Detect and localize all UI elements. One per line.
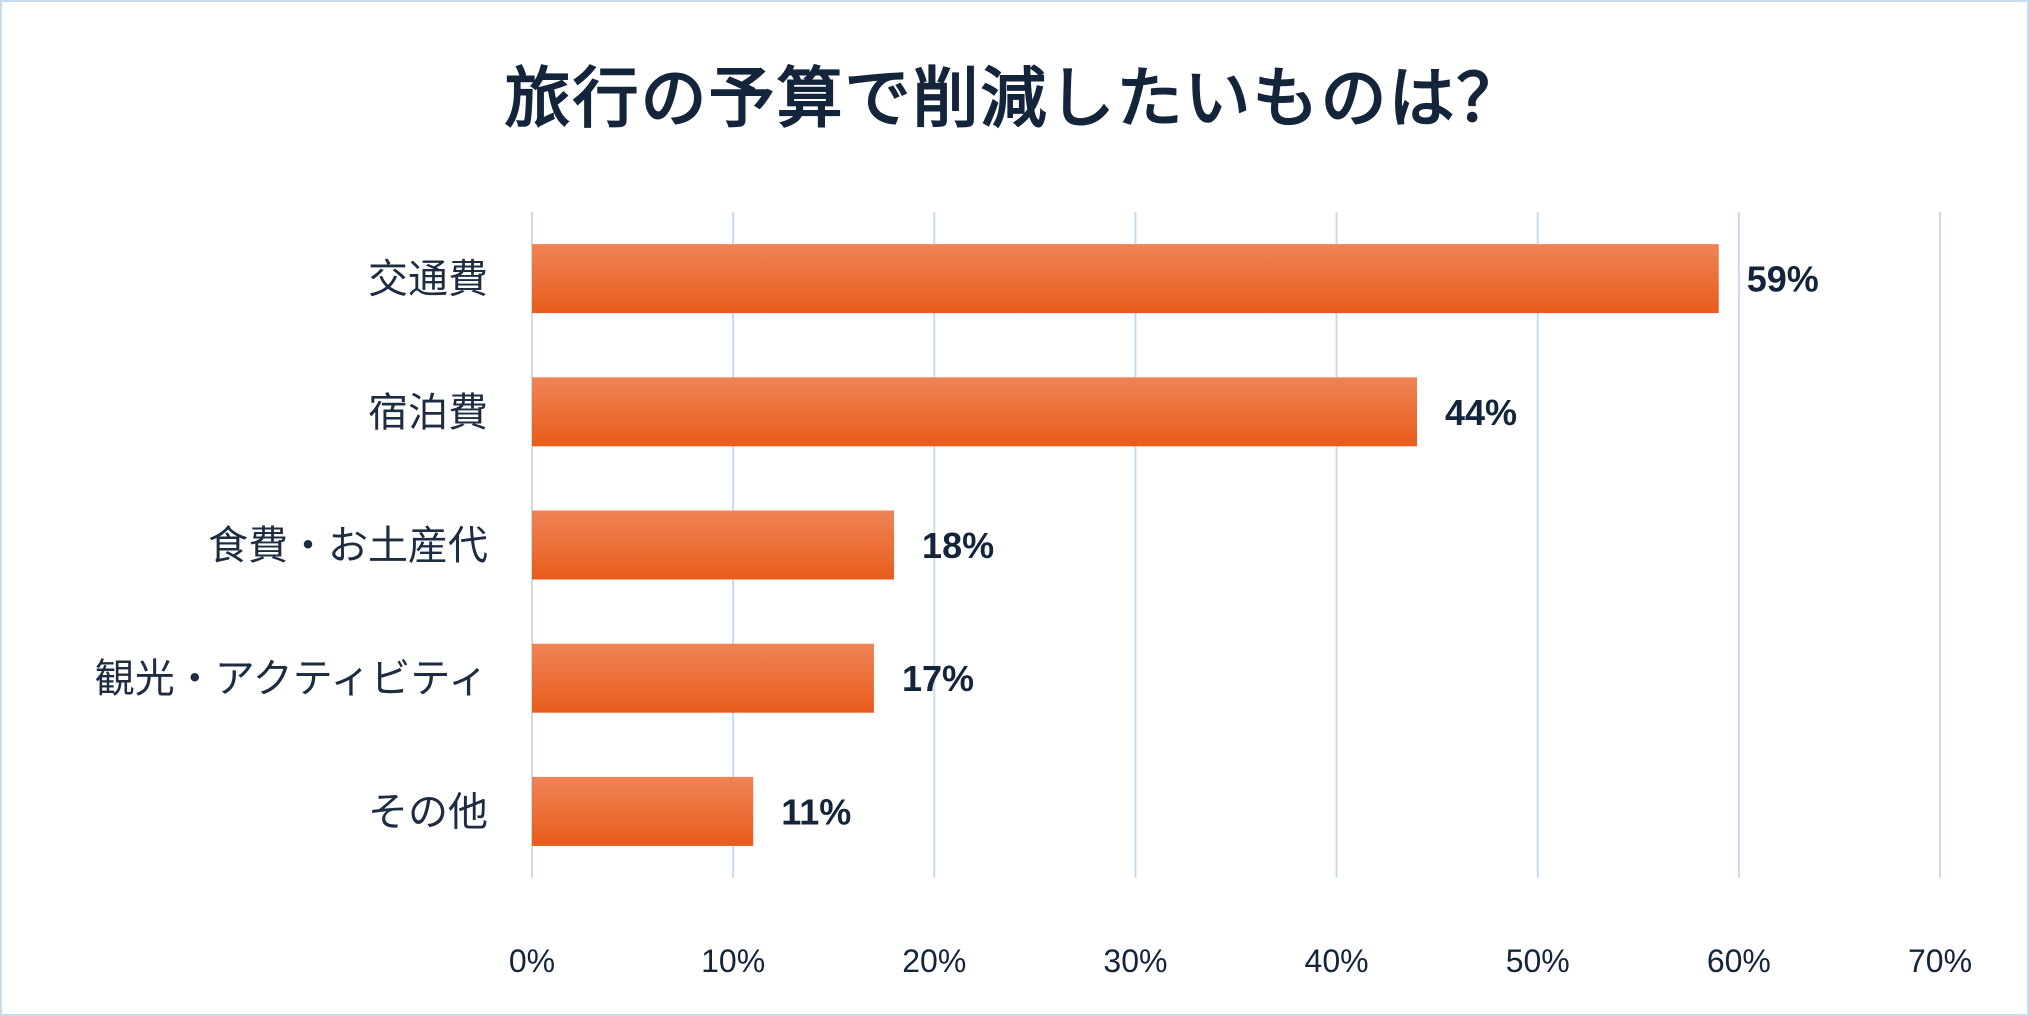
gridlines xyxy=(531,212,1941,878)
bar xyxy=(532,510,895,580)
data-label: 11% xyxy=(781,791,851,832)
x-tick-label: 10% xyxy=(701,943,765,979)
x-tick-label: 0% xyxy=(509,943,555,979)
data-label: 17% xyxy=(902,658,974,699)
labels: 0% 10% 20% 30% 40% 50% 60% 70% 交通費 59% 宿泊費 44% 食費・お土… xyxy=(95,257,1972,979)
category-label: 食費・お土産代 xyxy=(208,523,488,569)
x-tick-label: 60% xyxy=(1707,943,1771,979)
category-label: 宿泊費 xyxy=(368,390,488,436)
category-label: 観光・アクティビティ xyxy=(95,656,488,702)
category-label: その他 xyxy=(368,789,488,835)
x-tick-label: 30% xyxy=(1103,943,1167,979)
x-tick-label: 50% xyxy=(1506,943,1570,979)
bar xyxy=(532,244,1719,314)
data-label: 44% xyxy=(1445,392,1517,433)
bar xyxy=(532,776,754,846)
chart-title: 旅行の予算で削減したいものは？ xyxy=(504,60,1525,137)
data-label: 59% xyxy=(1747,259,1819,300)
x-tick-label: 20% xyxy=(902,943,966,979)
bars xyxy=(532,244,1719,846)
bar xyxy=(532,377,1418,447)
bar xyxy=(532,643,874,713)
x-tick-label: 40% xyxy=(1305,943,1369,979)
data-label: 18% xyxy=(922,525,994,566)
x-tick-label: 70% xyxy=(1908,943,1972,979)
category-label: 交通費 xyxy=(368,257,488,303)
